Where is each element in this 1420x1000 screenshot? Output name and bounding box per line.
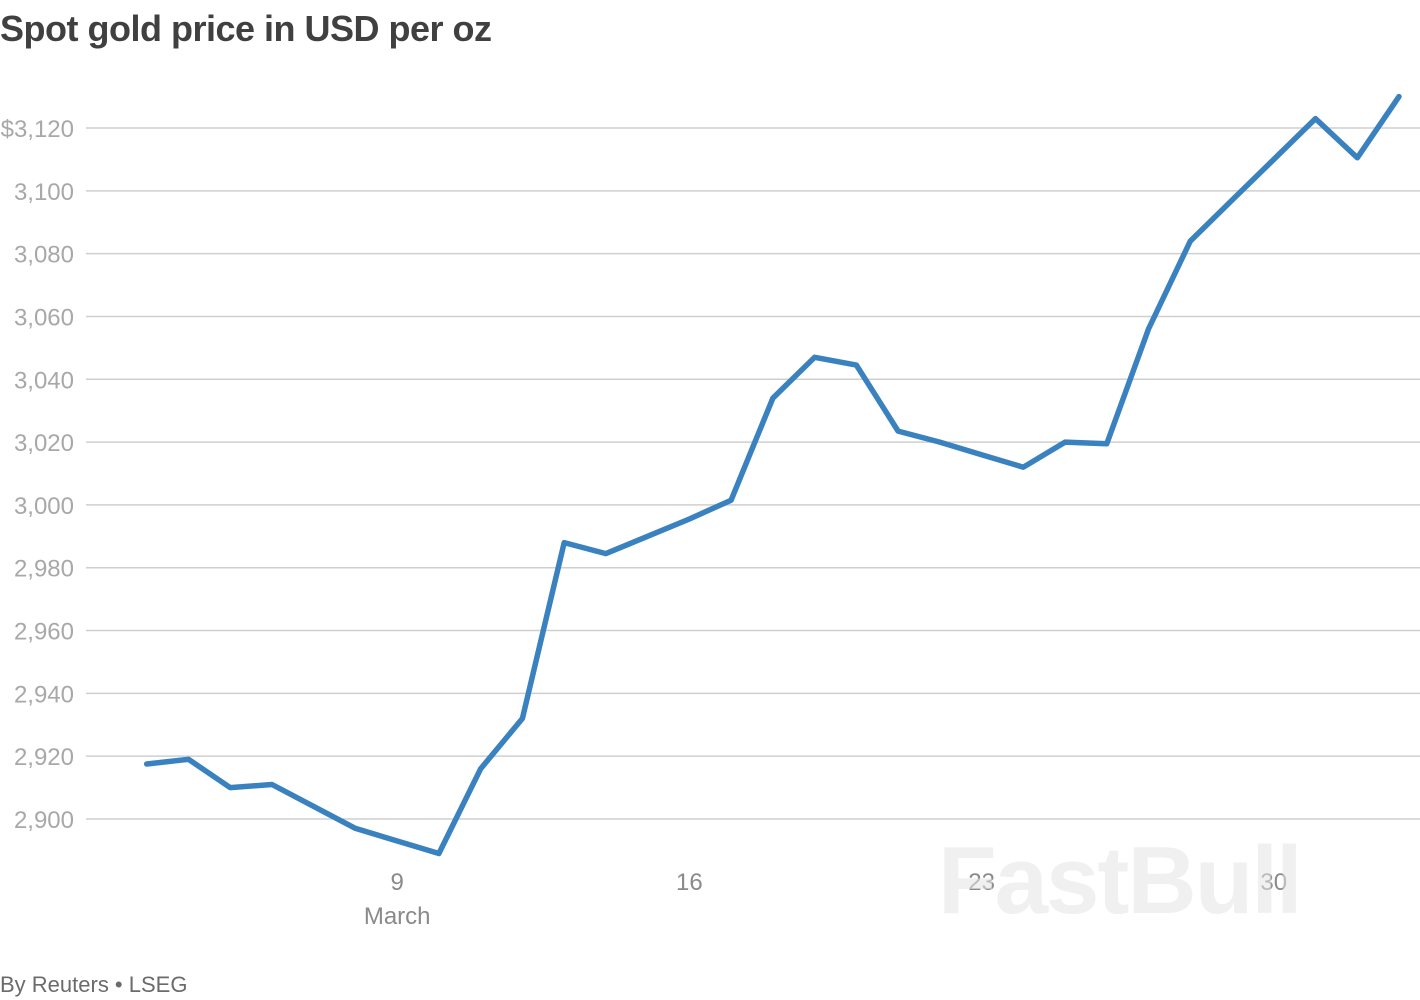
x-tick-label: 30 — [1260, 869, 1287, 896]
x-tick-label: 9 — [391, 869, 404, 896]
x-tick-label: 16 — [676, 869, 703, 896]
y-tick-label: $3,120 — [1, 116, 74, 143]
y-tick-label: 3,040 — [14, 367, 74, 394]
y-axis-tick-labels: $3,120 3,100 3,080 3,060 3,040 3,020 3,000 2,98… — [1, 116, 74, 834]
y-tick-label: 2,960 — [14, 619, 74, 646]
series-layer — [143, 93, 1402, 857]
x-axis-tick-labels: 9 March 16 23 30 — [364, 869, 1287, 930]
chart-title: Spot gold price in USD per oz — [0, 8, 492, 49]
gridlines — [86, 127, 1420, 820]
y-tick-label: 2,920 — [14, 744, 74, 771]
y-tick-label: 2,940 — [14, 681, 74, 708]
y-tick-label: 3,020 — [14, 430, 74, 457]
line-chart: $3,120 3,100 3,080 3,060 3,040 3,020 3,000 2,98… — [1, 93, 1420, 930]
watermark-logo: FastBull — [938, 827, 1303, 934]
x-tick-sublabel: March — [364, 903, 431, 930]
y-tick-label: 2,900 — [14, 807, 74, 834]
y-tick-label: 2,980 — [14, 556, 74, 583]
source-credit: By Reuters • LSEG — [0, 972, 188, 997]
y-tick-label: 3,100 — [14, 179, 74, 206]
y-tick-label: 3,080 — [14, 242, 74, 269]
y-tick-label: 3,060 — [14, 304, 74, 331]
x-tick-label: 23 — [968, 869, 995, 896]
series-line — [143, 93, 1402, 857]
y-tick-label: 3,000 — [14, 493, 74, 520]
